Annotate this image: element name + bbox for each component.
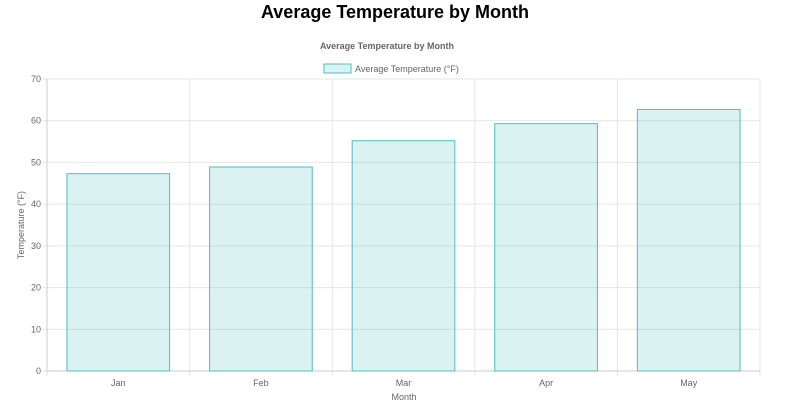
bars [66,108,741,372]
y-axis-ticks: 0 10 20 30 40 50 60 70 [31,74,41,376]
x-tick-label: Jan [111,378,126,388]
y-tick-label: 60 [31,116,41,126]
x-tick-label: Feb [253,378,269,388]
y-tick-label: 70 [31,74,41,84]
y-tick-label: 50 [31,157,41,167]
legend[interactable]: Average Temperature (°F) [323,63,459,74]
y-axis-label: Temperature (°F) [16,191,26,259]
page-title: Average Temperature by Month [260,2,530,22]
x-tick-label: May [680,378,698,388]
y-tick-label: 0 [36,366,41,376]
bar-apr[interactable] [494,123,598,372]
bar-feb[interactable] [209,166,313,372]
bar-mar[interactable] [351,140,456,372]
x-tick-label: Apr [539,378,553,388]
chart-title: Average Temperature by Month [320,41,454,51]
legend-label: Average Temperature (°F) [355,64,459,74]
y-tick-label: 10 [31,324,41,334]
legend-swatch [323,63,352,74]
y-tick-label: 40 [31,199,41,209]
bar-jan[interactable] [66,173,171,372]
y-tick-label: 30 [31,241,41,251]
y-tick-label: 20 [31,283,41,293]
x-axis-ticks: Jan Feb Mar Apr May [111,378,698,388]
x-axis-label: Month [391,392,416,402]
bar-may[interactable] [636,108,741,372]
x-tick-label: Mar [396,378,412,388]
